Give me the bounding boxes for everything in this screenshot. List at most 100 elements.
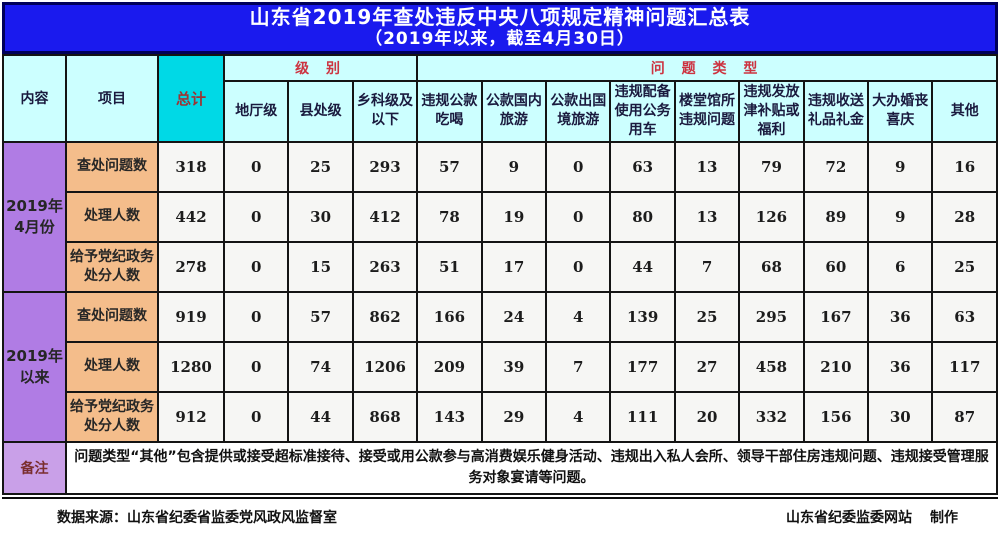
data-cell: 39 bbox=[480, 340, 548, 393]
col-header-problem-1: 公款国内旅游 bbox=[480, 80, 548, 143]
data-cell: 1280 bbox=[157, 340, 225, 393]
data-cell: 156 bbox=[802, 390, 870, 443]
data-cell: 25 bbox=[287, 140, 354, 193]
col-header-level-2: 乡科级及以下 bbox=[351, 80, 419, 143]
data-cell: 36 bbox=[867, 290, 934, 343]
header-project: 项目 bbox=[65, 54, 159, 143]
col-header-problem-2: 公款出国境旅游 bbox=[545, 80, 612, 143]
data-cell: 28 bbox=[931, 190, 998, 243]
producer-label: 山东省纪委监委网站 bbox=[786, 509, 912, 526]
data-cell: 4 bbox=[545, 390, 612, 443]
note-label: 备注 bbox=[2, 440, 67, 495]
data-cell: 27 bbox=[673, 340, 741, 393]
header-content: 内容 bbox=[2, 54, 67, 143]
data-cell: 167 bbox=[802, 290, 870, 343]
data-cell: 7 bbox=[673, 240, 741, 293]
table-row: 处理人数 1280 0 74 1206 209 39 7 177 27 458 … bbox=[3, 340, 998, 393]
data-cell: 7 bbox=[545, 340, 612, 393]
data-cell: 30 bbox=[287, 190, 354, 243]
data-cell: 0 bbox=[222, 290, 290, 343]
data-cell: 0 bbox=[222, 190, 290, 243]
data-cell: 17 bbox=[480, 240, 548, 293]
data-cell: 13 bbox=[673, 190, 741, 243]
row-label: 查处问题数 bbox=[65, 140, 159, 193]
data-cell: 57 bbox=[287, 290, 354, 343]
data-cell: 4 bbox=[545, 290, 612, 343]
group-label-ytd: 2019年 以来 bbox=[2, 290, 67, 443]
col-header-level-0: 地厅级 bbox=[222, 80, 290, 143]
data-cell: 919 bbox=[157, 290, 225, 343]
data-cell: 15 bbox=[287, 240, 354, 293]
data-cell: 57 bbox=[416, 140, 483, 193]
row-label: 给予党纪政务处分人数 bbox=[65, 390, 159, 443]
data-cell: 79 bbox=[738, 140, 805, 193]
note-row: 备注 问题类型“其他”包含提供或接受超标准接待、接受或用公款参与高消费娱乐健身活… bbox=[2, 440, 998, 495]
data-cell: 9 bbox=[480, 140, 548, 193]
data-cell: 912 bbox=[157, 390, 225, 443]
col-header-problem-5: 违规发放津补贴或福利 bbox=[738, 80, 805, 143]
row-label: 查处问题数 bbox=[65, 290, 159, 343]
data-cell: 0 bbox=[222, 240, 290, 293]
note-text: 问题类型“其他”包含提供或接受超标准接待、接受或用公款参与高消费娱乐健身活动、违… bbox=[65, 440, 998, 495]
col-header-problem-4: 楼堂馆所违规问题 bbox=[673, 80, 741, 143]
data-cell: 0 bbox=[545, 140, 612, 193]
col-header-level-1: 县处级 bbox=[287, 80, 354, 143]
table-row: 处理人数 442 0 30 412 78 19 0 80 13 126 89 9… bbox=[3, 190, 998, 243]
data-cell: 13 bbox=[673, 140, 741, 193]
data-cell: 263 bbox=[351, 240, 419, 293]
data-source-label: 数据来源：山东省纪委省监委党风政风监督室 bbox=[57, 509, 337, 526]
group-label-april: 2019年 4月份 bbox=[2, 140, 67, 293]
data-cell: 139 bbox=[609, 290, 676, 343]
data-cell: 1206 bbox=[351, 340, 419, 393]
data-cell: 0 bbox=[222, 140, 290, 193]
data-cell: 72 bbox=[802, 140, 870, 193]
data-cell: 0 bbox=[545, 240, 612, 293]
data-cell: 63 bbox=[609, 140, 676, 193]
data-cell: 0 bbox=[222, 340, 290, 393]
data-cell: 318 bbox=[157, 140, 225, 193]
data-cell: 293 bbox=[351, 140, 419, 193]
data-cell: 166 bbox=[416, 290, 483, 343]
made-by-label: 制作 bbox=[930, 509, 958, 526]
data-cell: 862 bbox=[351, 290, 419, 343]
data-cell: 78 bbox=[416, 190, 483, 243]
data-cell: 80 bbox=[609, 190, 676, 243]
data-cell: 19 bbox=[480, 190, 548, 243]
data-cell: 51 bbox=[416, 240, 483, 293]
table-row: 给予党纪政务处分人数 912 0 44 868 143 29 4 111 20 … bbox=[3, 390, 998, 443]
data-cell: 30 bbox=[867, 390, 934, 443]
data-cell: 25 bbox=[931, 240, 998, 293]
data-cell: 16 bbox=[931, 140, 998, 193]
data-cell: 25 bbox=[673, 290, 741, 343]
data-cell: 143 bbox=[416, 390, 483, 443]
table-row: 2019年 4月份 查处问题数 318 0 25 293 57 9 0 63 1… bbox=[2, 140, 998, 293]
data-cell: 458 bbox=[738, 340, 805, 393]
data-cell: 24 bbox=[480, 290, 548, 343]
data-cell: 177 bbox=[609, 340, 676, 393]
summary-table: 内容 项目 总计 级 别 问 题 类 型 地厅级 县处级 乡科级及以下 违规公款… bbox=[2, 54, 998, 495]
data-cell: 117 bbox=[931, 340, 998, 393]
data-cell: 278 bbox=[157, 240, 225, 293]
footer-bar: 数据来源：山东省纪委省监委党风政风监督室 山东省纪委监委网站 制作 bbox=[2, 496, 998, 535]
data-cell: 68 bbox=[738, 240, 805, 293]
col-header-problem-6: 违规收送礼品礼金 bbox=[802, 80, 870, 143]
header-total: 总计 bbox=[157, 54, 225, 143]
data-cell: 9 bbox=[867, 140, 934, 193]
data-cell: 20 bbox=[673, 390, 741, 443]
data-cell: 74 bbox=[287, 340, 354, 393]
data-cell: 412 bbox=[351, 190, 419, 243]
row-label: 处理人数 bbox=[65, 340, 159, 393]
table-row: 2019年 以来 查处问题数 919 0 57 862 166 24 4 139… bbox=[2, 290, 998, 443]
data-cell: 209 bbox=[416, 340, 483, 393]
data-cell: 295 bbox=[738, 290, 805, 343]
data-cell: 868 bbox=[351, 390, 419, 443]
data-cell: 87 bbox=[931, 390, 998, 443]
data-cell: 63 bbox=[931, 290, 998, 343]
title-banner: 山东省2019年查处违反中央八项规定精神问题汇总表 （2019年以来，截至4月3… bbox=[2, 2, 998, 54]
header-group-level: 级 别 bbox=[222, 54, 419, 82]
data-cell: 44 bbox=[609, 240, 676, 293]
header-group-problem-type: 问 题 类 型 bbox=[416, 54, 998, 82]
data-cell: 210 bbox=[802, 340, 870, 393]
data-cell: 126 bbox=[738, 190, 805, 243]
